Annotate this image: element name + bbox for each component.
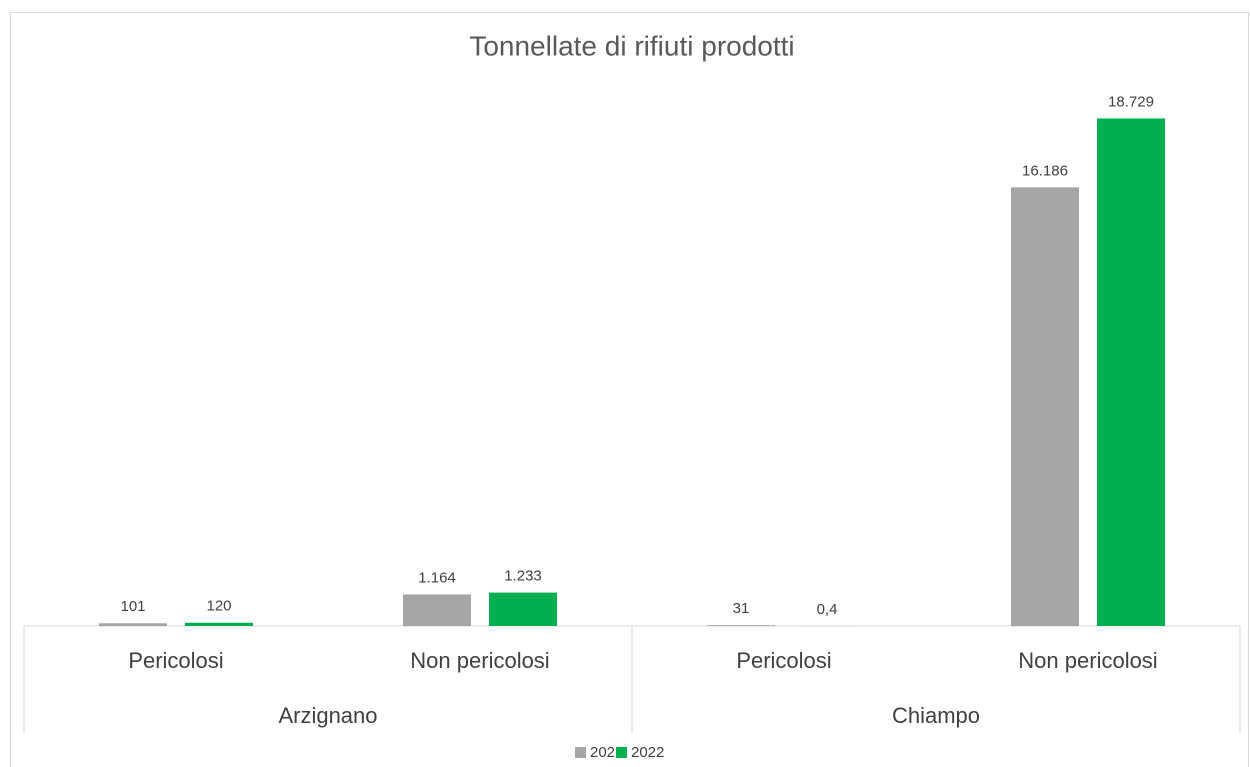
bar — [99, 623, 167, 626]
data-label: 16.186 — [1022, 162, 1068, 179]
legend-swatch — [575, 747, 586, 758]
chart-title: Tonnellate di rifiuti prodotti — [469, 30, 794, 61]
data-label: 18.729 — [1108, 93, 1154, 110]
legend-label: 2022 — [631, 744, 664, 761]
x-tick-label: Non pericolosi — [410, 648, 549, 673]
bar — [185, 622, 253, 626]
bar — [1011, 187, 1079, 626]
bar — [403, 594, 471, 626]
data-label: 0,4 — [817, 601, 838, 618]
data-label: 1.164 — [418, 569, 456, 586]
data-label: 101 — [120, 598, 145, 615]
data-label: 120 — [206, 598, 231, 615]
x-tick-label: Pericolosi — [128, 648, 223, 673]
bar — [1097, 118, 1165, 627]
x-tick-label: Pericolosi — [736, 648, 831, 673]
bar — [489, 592, 557, 626]
data-label: 31 — [733, 600, 750, 617]
group-label: Chiampo — [892, 703, 980, 728]
legend-swatch — [616, 747, 627, 758]
bar — [707, 625, 775, 626]
group-label: Arzignano — [278, 703, 377, 728]
legend-label: 2021 — [590, 744, 623, 761]
x-tick-label: Non pericolosi — [1018, 648, 1157, 673]
data-label: 1.233 — [504, 568, 542, 585]
